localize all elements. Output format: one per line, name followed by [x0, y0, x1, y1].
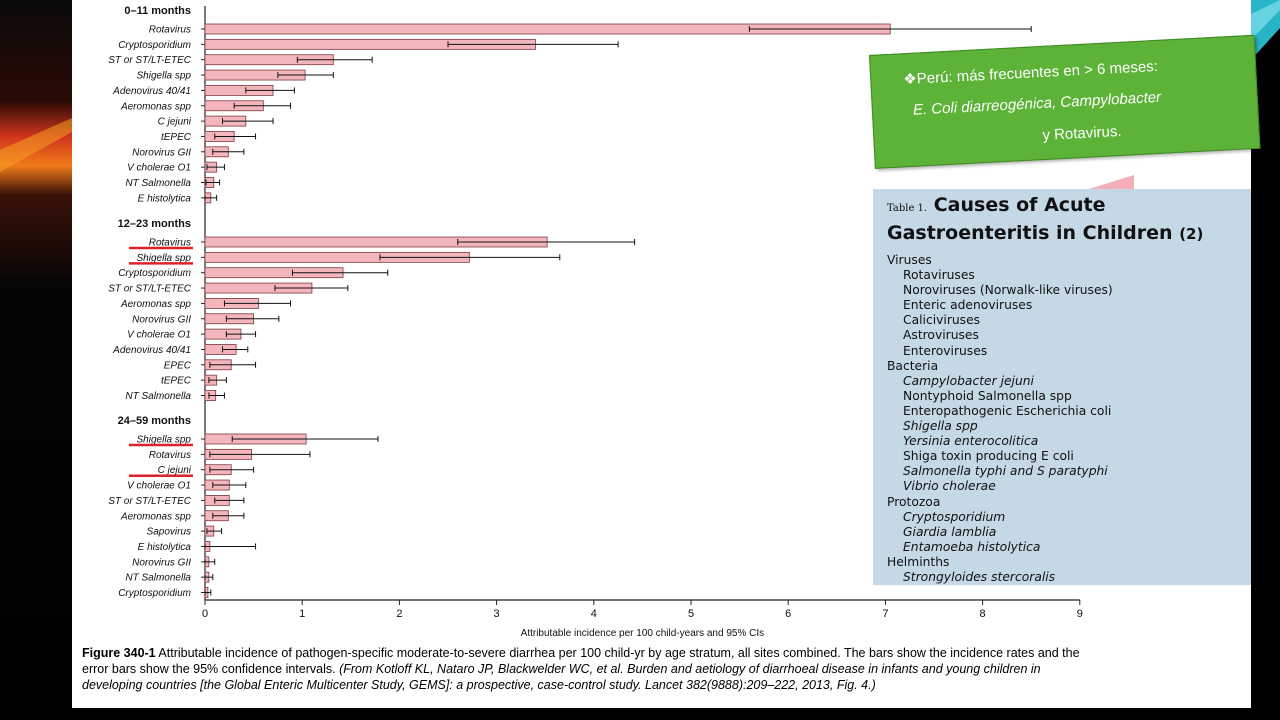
table1-item: Nontyphoid Salmonella spp — [903, 388, 1072, 403]
x-tick-label: 5 — [688, 608, 694, 620]
table1-item: Noroviruses (Norwalk-like viruses) — [903, 283, 1113, 298]
category-label: Cryptosporidium — [118, 268, 191, 279]
green-note-line3: y Rotavirus. — [1042, 122, 1122, 145]
green-note-line1: ❖Perú: más frecuentes en > 6 meses: — [903, 57, 1158, 88]
caption-label: Figure 340-1 — [82, 646, 156, 660]
x-tick-label: 9 — [1077, 608, 1083, 620]
x-tick-label: 3 — [494, 608, 500, 620]
category-label: C jejuni — [158, 117, 192, 128]
x-tick-label: 2 — [396, 608, 402, 620]
category-label: V cholerae O1 — [127, 163, 191, 174]
slide-sheet: 0–11 months Rotavirus Cryptosporidium ST or… — [72, 0, 1261, 708]
table1-item: Enteric adenoviruses — [903, 298, 1033, 313]
x-tick-label: 8 — [980, 608, 986, 620]
table1-section-heading: Helminths — [887, 554, 950, 569]
table1-item: Enteroviruses — [903, 343, 988, 358]
green-note-box: ❖Perú: más frecuentes en > 6 meses: E. C… — [869, 34, 1261, 169]
category-label: V cholerae O1 — [127, 330, 191, 341]
table1-item: Giardia lamblia — [903, 524, 997, 539]
table1-section-heading: Viruses — [887, 253, 932, 267]
category-label: Rotavirus — [149, 238, 191, 249]
group-label: 24–59 months — [118, 415, 191, 427]
category-label: Adenovirus 40/41 — [112, 345, 191, 356]
table1-item: Rotaviruses — [903, 268, 975, 283]
category-label: Cryptosporidium — [118, 588, 191, 599]
category-label: tEPEC — [161, 132, 192, 143]
pink-tab-decoration — [1089, 175, 1134, 189]
table1-section-heading: Protozoa — [887, 494, 941, 509]
category-label: E histolytica — [138, 542, 192, 553]
category-label: E histolytica — [138, 193, 192, 204]
x-tick-label: 7 — [882, 608, 888, 620]
table1-item: Yersinia enterocolitica — [903, 434, 1039, 449]
x-tick-label: 1 — [299, 608, 305, 620]
table1-item: Vibrio cholerae — [903, 479, 996, 494]
category-label: tEPEC — [161, 376, 192, 387]
caption-source: (From Kotloff KL, Nataro JP, Blackwelder… — [82, 662, 1041, 692]
category-label: Shigella spp — [137, 253, 192, 264]
category-label: V cholerae O1 — [127, 481, 191, 492]
x-axis-label: Attributable incidence per 100 child-yea… — [521, 628, 764, 639]
group-label: 12–23 months — [118, 218, 191, 230]
category-label: C jejuni — [158, 465, 192, 476]
caption-text: Attributable incidence of pathogen-speci… — [82, 646, 1080, 676]
table1-list: Viruses Rotaviruses Noroviruses (Norwalk-l… — [887, 253, 1113, 585]
left-decoration-graphic — [0, 0, 72, 720]
figure-caption: Figure 340-1 Attributable incidence of p… — [82, 645, 1082, 693]
category-label: NT Salmonella — [125, 573, 191, 584]
category-label: Adenovirus 40/41 — [112, 86, 191, 97]
table1-item: Astroviruses — [903, 328, 979, 343]
category-label: Shigella spp — [137, 71, 192, 82]
table1-ref: (2) — [1179, 225, 1204, 243]
table1-box: Table 1. Causes of Acute Gastroenteritis… — [873, 189, 1251, 585]
bar-chart: 0–11 months Rotavirus Cryptosporidium ST or… — [108, 5, 1083, 639]
category-label: ST or ST/LT-ETEC — [108, 55, 192, 66]
table1-item: Cryptosporidium — [903, 509, 1006, 524]
category-label: EPEC — [164, 360, 192, 371]
x-tick-label: 0 — [202, 608, 208, 620]
category-label: Sapovirus — [147, 527, 191, 538]
category-label: Rotavirus — [149, 25, 191, 36]
category-label: Rotavirus — [149, 450, 191, 461]
table1-section-heading: Bacteria — [887, 358, 939, 373]
table1-number: Table 1. — [887, 203, 928, 214]
table1-item: Shigella spp — [903, 419, 978, 434]
category-label: Norovirus GII — [132, 557, 191, 568]
group-label: 0–11 months — [124, 5, 191, 17]
category-label: ST or ST/LT-ETEC — [108, 496, 192, 507]
category-label: Cryptosporidium — [118, 40, 191, 51]
x-tick-label: 6 — [785, 608, 791, 620]
left-decoration-strip — [0, 0, 72, 720]
table1-title: Table 1. Causes of Acute Gastroenteritis… — [887, 193, 1247, 246]
table1-item: Enteropathogenic Escherichia coli — [903, 403, 1112, 418]
green-note-line2: E. Coli diarreogénica, Campylobacter — [912, 88, 1162, 119]
table1-item: Caliciviruses — [903, 313, 981, 328]
x-tick-label: 4 — [591, 608, 597, 620]
category-label: Aeromonas spp — [120, 511, 191, 522]
category-label: Norovirus GII — [132, 147, 191, 158]
category-label: Norovirus GII — [132, 314, 191, 325]
table1-item: Strongyloides stercoralis — [903, 569, 1056, 584]
category-label: Aeromonas spp — [120, 101, 191, 112]
table1-title-text: Causes of Acute Gastroenteritis in Child… — [887, 194, 1173, 244]
table1-item: Campylobacter jejuni — [903, 373, 1034, 388]
category-label: Shigella spp — [137, 435, 192, 446]
category-label: ST or ST/LT-ETEC — [108, 284, 192, 295]
green-note-line1-text: Perú: más frecuentes en > 6 meses: — [916, 57, 1159, 88]
table1-item: Salmonella typhi and S paratyphi — [903, 464, 1108, 479]
category-label: NT Salmonella — [125, 178, 191, 189]
category-label: NT Salmonella — [125, 391, 191, 402]
table1-item: Shiga toxin producing E coli — [903, 449, 1074, 464]
category-label: Aeromonas spp — [120, 299, 191, 310]
table1-item: Entamoeba histolytica — [903, 539, 1041, 554]
